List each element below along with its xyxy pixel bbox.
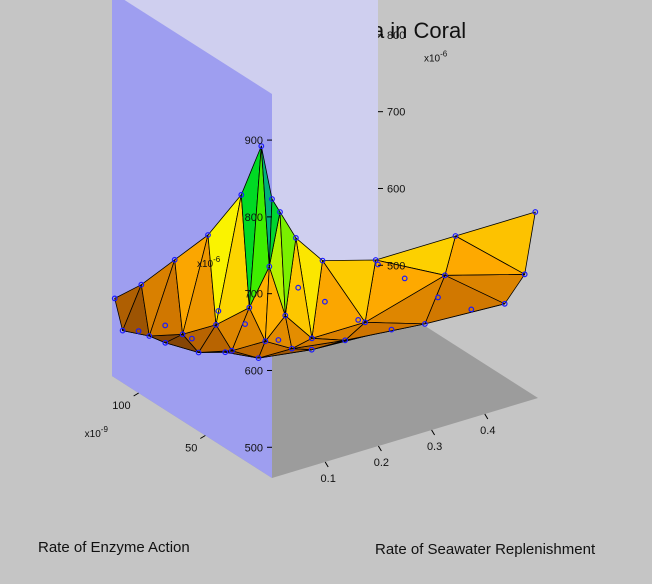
data-point [262,338,269,345]
data-point [255,355,262,362]
z-tick-label-right: 800 [387,30,405,42]
surface-facet [279,211,297,317]
data-point [215,308,222,314]
x-tick-label: 0.2 [374,457,389,469]
data-point [275,337,282,343]
z-tick-label-left: 500 [245,442,263,454]
y-multiplier-base: x10 [85,429,102,440]
data-point [195,349,202,356]
y-axis-label: Rate of Enzyme Action [38,539,190,556]
data-point [111,295,118,302]
z-tick-label-left: 800 [245,212,263,224]
data-point [266,263,273,270]
data-point [171,256,178,263]
z-multiplier-left: x10-6 [197,255,221,270]
data-point [228,347,235,354]
y-tick-mark [200,435,206,439]
data-point [401,275,408,282]
data-point [289,345,295,352]
data-point [222,349,229,356]
data-point [119,327,126,334]
z-multiplier-left-exponent: -6 [213,255,221,264]
data-point [162,322,169,329]
data-point [362,319,369,326]
data-point [372,257,379,263]
x-axis-label: Rate of Seawater Replenishment [375,541,596,558]
data-point [422,321,428,327]
data-point [442,272,448,279]
data-point [246,304,253,311]
data-point [179,331,186,338]
data-point [205,232,211,238]
x-tick-mark [324,461,329,468]
y-tick-label: 100 [112,400,130,412]
z-tick-label-left: 600 [245,365,263,377]
x-tick-mark [431,429,436,436]
data-point [138,281,145,288]
y-multiplier: x10-9 [85,425,109,440]
data-point [269,196,275,202]
y-multiplier-exponent: -9 [101,425,109,434]
data-point [319,257,326,264]
x-tick-label: 0.1 [321,473,336,485]
data-point [282,312,289,319]
data-point [342,337,349,344]
data-point [277,209,283,215]
data-point [135,328,142,335]
data-point [293,234,299,241]
axis-ticks: 5006007008009005006007008009000.10.20.30… [85,30,496,485]
z-tick-label-right: 700 [387,107,405,119]
z-tick-label-right: 500 [387,260,405,272]
data-point [242,321,249,328]
z-tick-label-left: 900 [245,135,263,147]
x-tick-mark [484,413,489,420]
data-point [521,271,528,278]
data-point [375,261,381,268]
z-tick-label-left: 700 [245,289,263,301]
surface-mesh [114,145,536,359]
x-tick-label: 0.3 [427,441,442,453]
data-point [452,233,459,239]
data-point [468,306,475,313]
data-point [501,300,508,307]
y-tick-mark [133,392,139,397]
surface-facet [268,198,281,268]
data-point [258,143,265,150]
z-multiplier-right-exponent: -6 [440,50,448,59]
data-point [308,346,315,353]
data-point [435,294,441,301]
data-point [355,317,362,323]
data-point [188,335,195,342]
data-points [111,143,539,362]
data-point [162,339,169,346]
data-point [532,209,539,215]
data-point [309,335,315,342]
data-point [322,298,328,305]
y-tick-label: 50 [185,443,197,455]
data-point [238,191,245,198]
data-point [295,284,302,291]
data-point [146,333,153,339]
data-point [388,326,395,333]
z-tick-label-right: 600 [387,183,405,195]
x-tick-label: 0.4 [480,425,495,437]
z-multiplier-right: x10-6 [424,50,448,65]
x-tick-mark [377,445,382,452]
left-wall [112,0,272,478]
data-point [213,321,219,328]
z-multiplier-right-base: x10 [424,54,441,65]
z-multiplier-left-base: x10 [197,259,214,270]
